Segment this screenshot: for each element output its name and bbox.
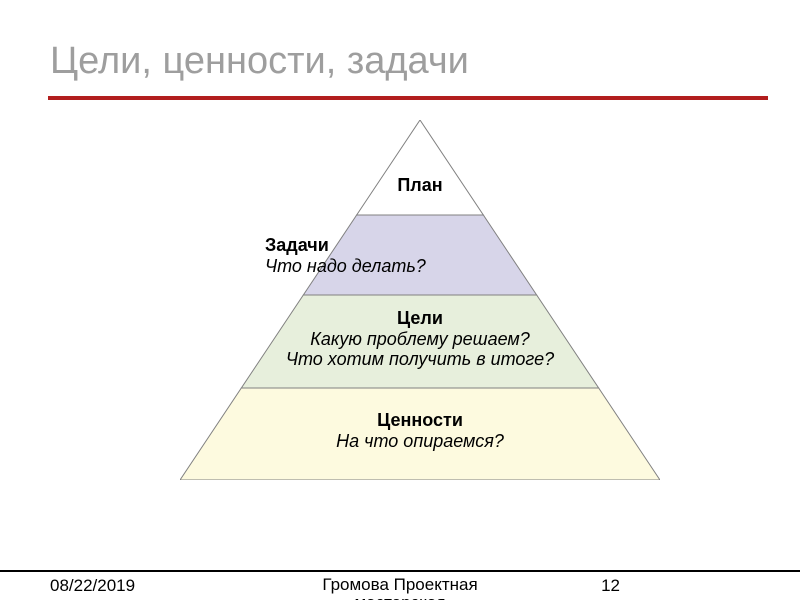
pyramid-label-goals: ЦелиКакую проблему решаем?Что хотим полу… xyxy=(180,308,660,370)
pyramid-label-goals-sub: Какую проблему решаем? xyxy=(180,329,660,350)
footer-divider xyxy=(0,570,800,572)
footer-center-line2: мастерская xyxy=(0,594,800,600)
pyramid-label-values: ЦенностиНа что опираемся? xyxy=(180,410,660,451)
pyramid-label-tasks-sub: Что надо делать? xyxy=(265,256,426,277)
pyramid-level-plan xyxy=(357,120,484,215)
pyramid-label-tasks: ЗадачиЧто надо делать? xyxy=(265,235,426,276)
title-underline xyxy=(48,96,768,100)
pyramid-label-goals-sub: Что хотим получить в итоге? xyxy=(180,349,660,370)
footer-center-line1: Громова Проектная xyxy=(322,575,477,594)
page-title: Цели, ценности, задачи xyxy=(50,40,469,83)
pyramid-label-plan: План xyxy=(180,175,660,196)
footer-center: Громова Проектная мастерская xyxy=(0,576,800,600)
pyramid-label-tasks-title: Задачи xyxy=(265,235,426,256)
footer: 08/22/2019 Громова Проектная мастерская … xyxy=(0,574,800,600)
pyramid-label-values-title: Ценности xyxy=(180,410,660,431)
pyramid-diagram: План ЗадачиЧто надо делать? ЦелиКакую проб… xyxy=(180,120,660,480)
pyramid-label-plan-title: План xyxy=(180,175,660,196)
footer-page-number: 12 xyxy=(601,576,620,596)
slide: Цели, ценности, задачи План ЗадачиЧто над… xyxy=(0,0,800,600)
pyramid-label-goals-title: Цели xyxy=(180,308,660,329)
pyramid-label-values-sub: На что опираемся? xyxy=(180,431,660,452)
